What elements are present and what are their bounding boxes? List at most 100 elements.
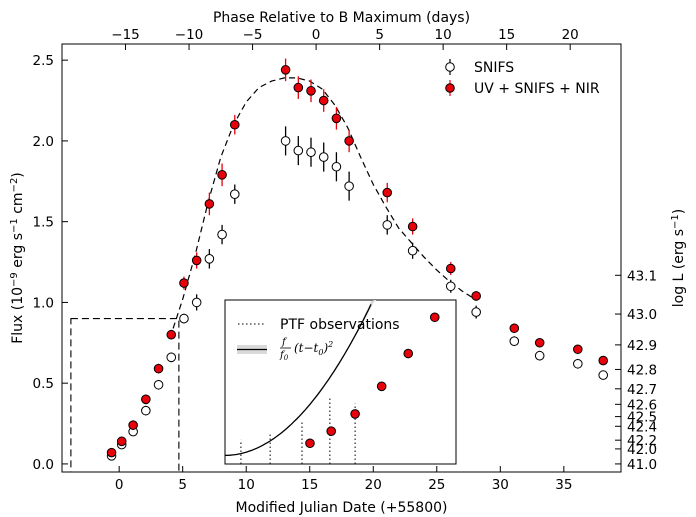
top-tick-label: 20 xyxy=(562,27,579,43)
y-tick-label: 0.0 xyxy=(33,457,54,473)
data-point xyxy=(509,336,520,346)
right-tick-label: 43.1 xyxy=(627,268,657,284)
data-point xyxy=(106,447,117,458)
data-point xyxy=(179,313,189,324)
y-tick-label: 2.5 xyxy=(33,53,54,69)
top-tick-label: 10 xyxy=(435,27,452,43)
y-tick-label: 0.5 xyxy=(33,376,54,392)
top-tick-label: 5 xyxy=(375,27,384,43)
data-point xyxy=(229,119,240,130)
right-tick-label: 42.4 xyxy=(627,419,657,435)
data-point xyxy=(204,199,215,209)
legend-uv-label: UV + SNIFS + NIR xyxy=(474,81,600,97)
legend: SNIFS UV + SNIFS + NIR xyxy=(445,59,600,97)
main-plot: 0 5 10 15 20 25 30 35 0.0 0.5 1.0 1.5 2.0 2.5 −15 −10 −5… xyxy=(33,27,658,493)
right-tick-label: 42.2 xyxy=(627,433,657,449)
data-point xyxy=(331,161,342,172)
inset-legend-ptf-label: PTF observations xyxy=(280,317,400,333)
data-point xyxy=(141,394,151,405)
series-uv-snifs-nir xyxy=(106,58,609,458)
data-point xyxy=(217,229,227,240)
legend-uv-marker xyxy=(445,83,455,93)
data-point xyxy=(534,337,545,348)
right-tick-label: 41.0 xyxy=(627,457,657,473)
right-tick-label: 43.0 xyxy=(627,307,657,323)
x-axis-label: Modified Julian Date (+55800) xyxy=(236,500,448,516)
data-point xyxy=(318,95,329,106)
x-tick-label: 30 xyxy=(492,477,509,493)
data-point xyxy=(573,344,583,355)
top-tick-label: −10 xyxy=(175,27,204,43)
data-point xyxy=(204,254,215,264)
data-point xyxy=(445,263,456,274)
inset-data-point xyxy=(305,438,315,449)
y-axis-label: Flux (10−9 erg s−1 cm−2) xyxy=(9,172,26,344)
data-point xyxy=(471,291,481,301)
right-axis-label: log L (erg s−1) xyxy=(670,209,687,307)
data-point xyxy=(445,281,456,292)
data-point xyxy=(573,358,583,369)
inset-data-point xyxy=(326,426,337,437)
data-point xyxy=(509,323,520,334)
inset-data-point xyxy=(350,409,360,419)
inset-legend: PTF observations f f0 (t−t0)2 xyxy=(237,317,400,362)
top-tick-label: 15 xyxy=(498,27,515,43)
data-point xyxy=(407,221,418,232)
right-tick-label: 42.0 xyxy=(627,442,657,458)
svg-text:(t−t0)2: (t−t0)2 xyxy=(294,340,333,357)
data-point xyxy=(191,255,202,266)
x-tick-label: 25 xyxy=(428,477,445,493)
data-point xyxy=(407,245,418,256)
x-tick-label: 10 xyxy=(238,477,255,493)
data-point xyxy=(153,363,164,374)
data-point xyxy=(179,278,189,288)
svg-text:f: f xyxy=(281,337,288,348)
data-point xyxy=(280,136,291,146)
data-point xyxy=(318,152,329,162)
x-tick-label: 0 xyxy=(115,477,124,493)
right-tick-label: 42.9 xyxy=(627,338,657,354)
data-point xyxy=(344,181,354,191)
data-point xyxy=(217,170,227,180)
data-point xyxy=(116,436,127,447)
y-tick-label: 1.5 xyxy=(33,215,54,231)
right-tick-label: 42.6 xyxy=(627,397,657,413)
zoom-region-box xyxy=(70,318,180,473)
data-point xyxy=(534,350,545,361)
x-tick-label: 15 xyxy=(301,477,318,493)
data-point xyxy=(306,86,316,96)
inset-data-point xyxy=(429,312,440,323)
inset-fit-curve xyxy=(224,304,372,457)
x-tick-label: 20 xyxy=(365,477,382,493)
legend-snifs-label: SNIFS xyxy=(474,60,514,76)
data-point xyxy=(382,187,393,198)
top-tick-label: −15 xyxy=(111,27,140,43)
x-tick-label: 5 xyxy=(178,477,187,493)
data-point xyxy=(306,147,316,158)
inset-data-point xyxy=(403,348,414,359)
data-point xyxy=(280,65,291,75)
y-tick-label: 1.0 xyxy=(33,295,54,311)
legend-snifs-marker xyxy=(445,62,455,72)
data-point xyxy=(141,405,151,416)
data-point xyxy=(598,370,609,380)
data-point xyxy=(331,113,342,124)
top-axis-label: Phase Relative to B Maximum (days) xyxy=(213,10,470,26)
inset-legend-fit-label: f f0 (t−t0)2 xyxy=(279,337,333,362)
inset-frame xyxy=(224,299,457,465)
top-tick-label: −5 xyxy=(243,27,263,43)
data-point xyxy=(153,379,164,390)
plot-frame xyxy=(61,43,622,473)
right-tick-label: 42.5 xyxy=(627,410,657,426)
model-curve xyxy=(169,77,476,339)
right-tick-label: 42.8 xyxy=(627,362,657,378)
data-point xyxy=(229,189,240,200)
data-point xyxy=(471,307,481,317)
data-point xyxy=(382,220,393,230)
data-point xyxy=(293,82,304,93)
inset-plot xyxy=(224,299,457,465)
data-point xyxy=(128,420,138,430)
y-tick-label: 2.0 xyxy=(33,134,54,150)
data-point xyxy=(166,329,177,340)
